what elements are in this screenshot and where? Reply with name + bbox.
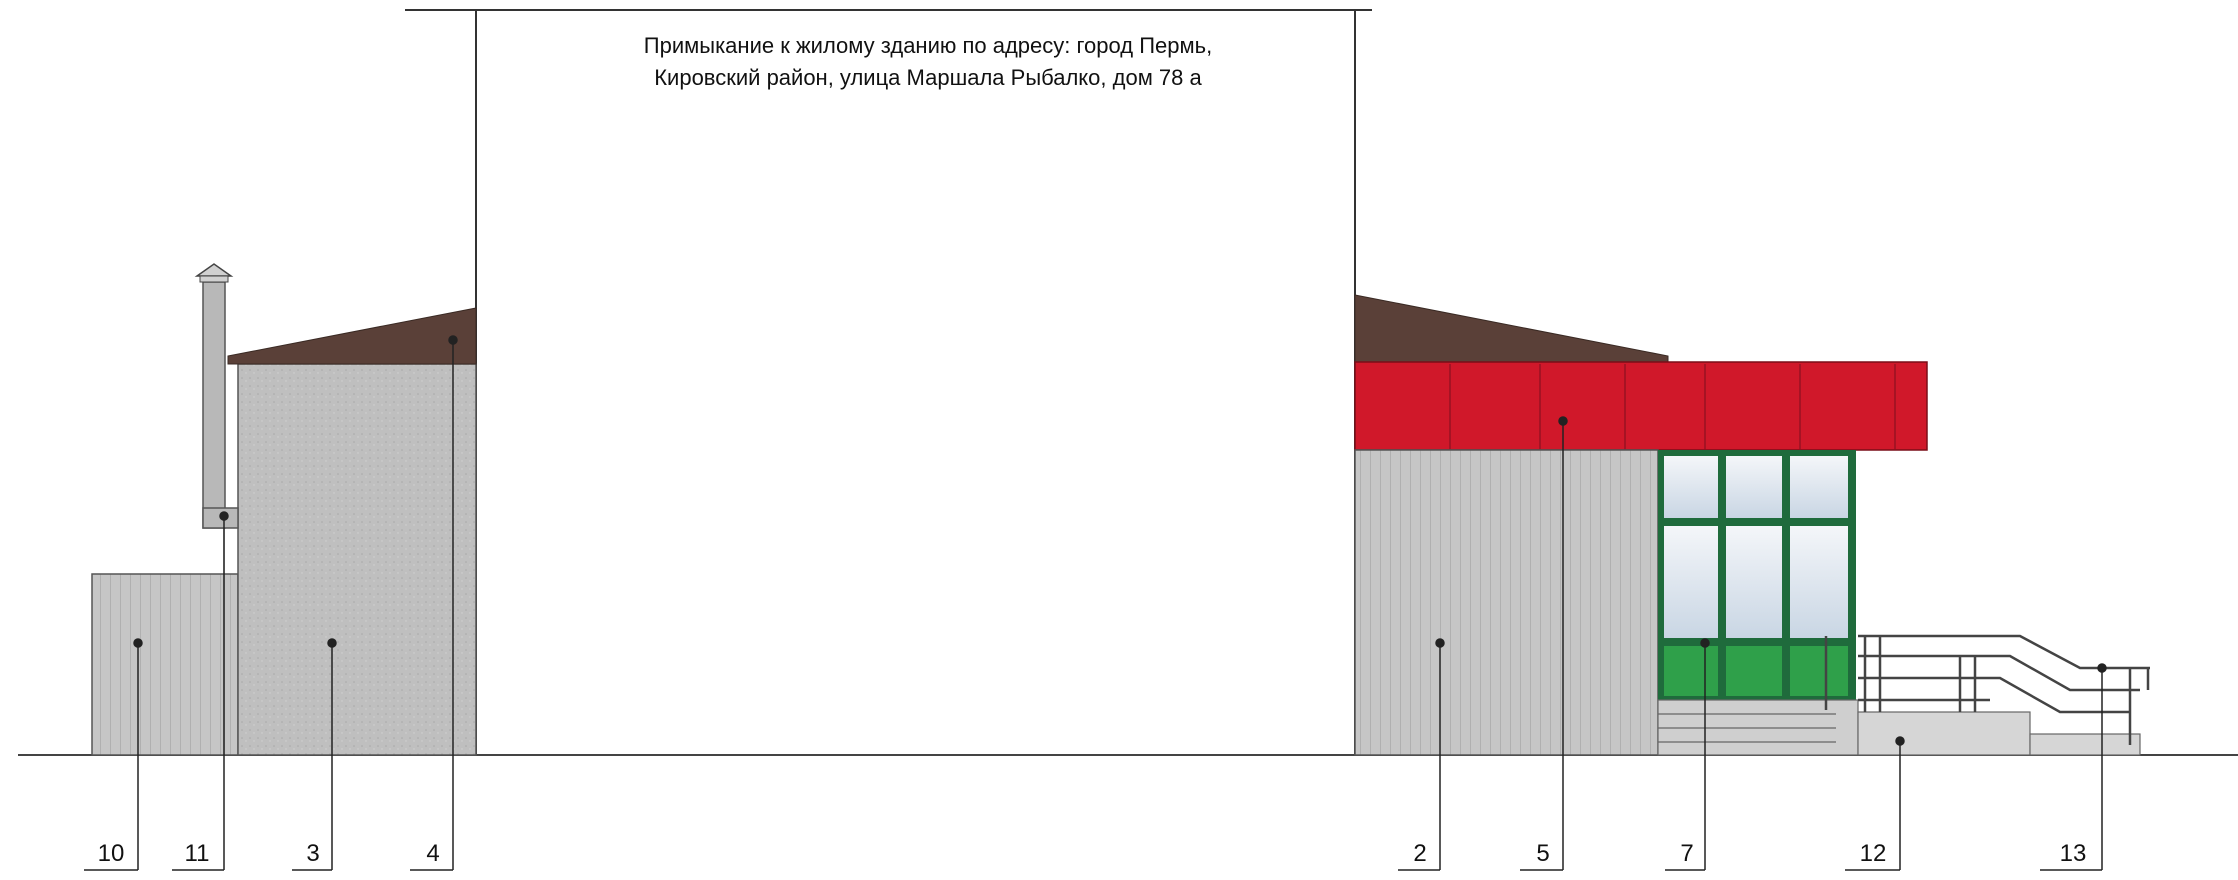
adjoining-residential-building (405, 9, 1372, 755)
adjacency-note-line-2: Кировский район, улица Маршала Рыбалко, … (654, 65, 1202, 90)
callout-label-12: 12 (1859, 840, 1887, 867)
chimney-cap (194, 263, 234, 277)
callout-label-3: 3 (306, 840, 320, 867)
callout-leaders (133, 335, 2107, 870)
callout-label-13: 13 (2059, 840, 2087, 867)
adjacency-note: Примыкание к жилому зданию по адресу: го… (478, 30, 1378, 94)
chimney-pipe (202, 281, 226, 529)
left-roof (227, 307, 477, 365)
right-wing (1354, 294, 2150, 756)
callout-label-7: 7 (1680, 840, 1694, 867)
ramp-platform (1857, 711, 2141, 756)
red-fascia (1354, 361, 1928, 451)
left-wing (91, 263, 477, 756)
callout-label-2: 2 (1413, 840, 1427, 867)
storefront-glazing (1658, 450, 1856, 700)
right-roof (1354, 294, 1669, 366)
callout-label-5: 5 (1536, 840, 1550, 867)
annex-siding (91, 573, 239, 756)
callout-label-11: 11 (184, 840, 210, 867)
entrance-steps (1657, 699, 1859, 756)
right-wall-siding (1354, 449, 1659, 756)
callout-label-4: 4 (426, 840, 440, 867)
handrails (1824, 634, 2150, 745)
callout-label-10: 10 (97, 840, 125, 867)
adjacency-note-line-1: Примыкание к жилому зданию по адресу: го… (643, 33, 1213, 58)
left-wall-panel (237, 363, 477, 756)
